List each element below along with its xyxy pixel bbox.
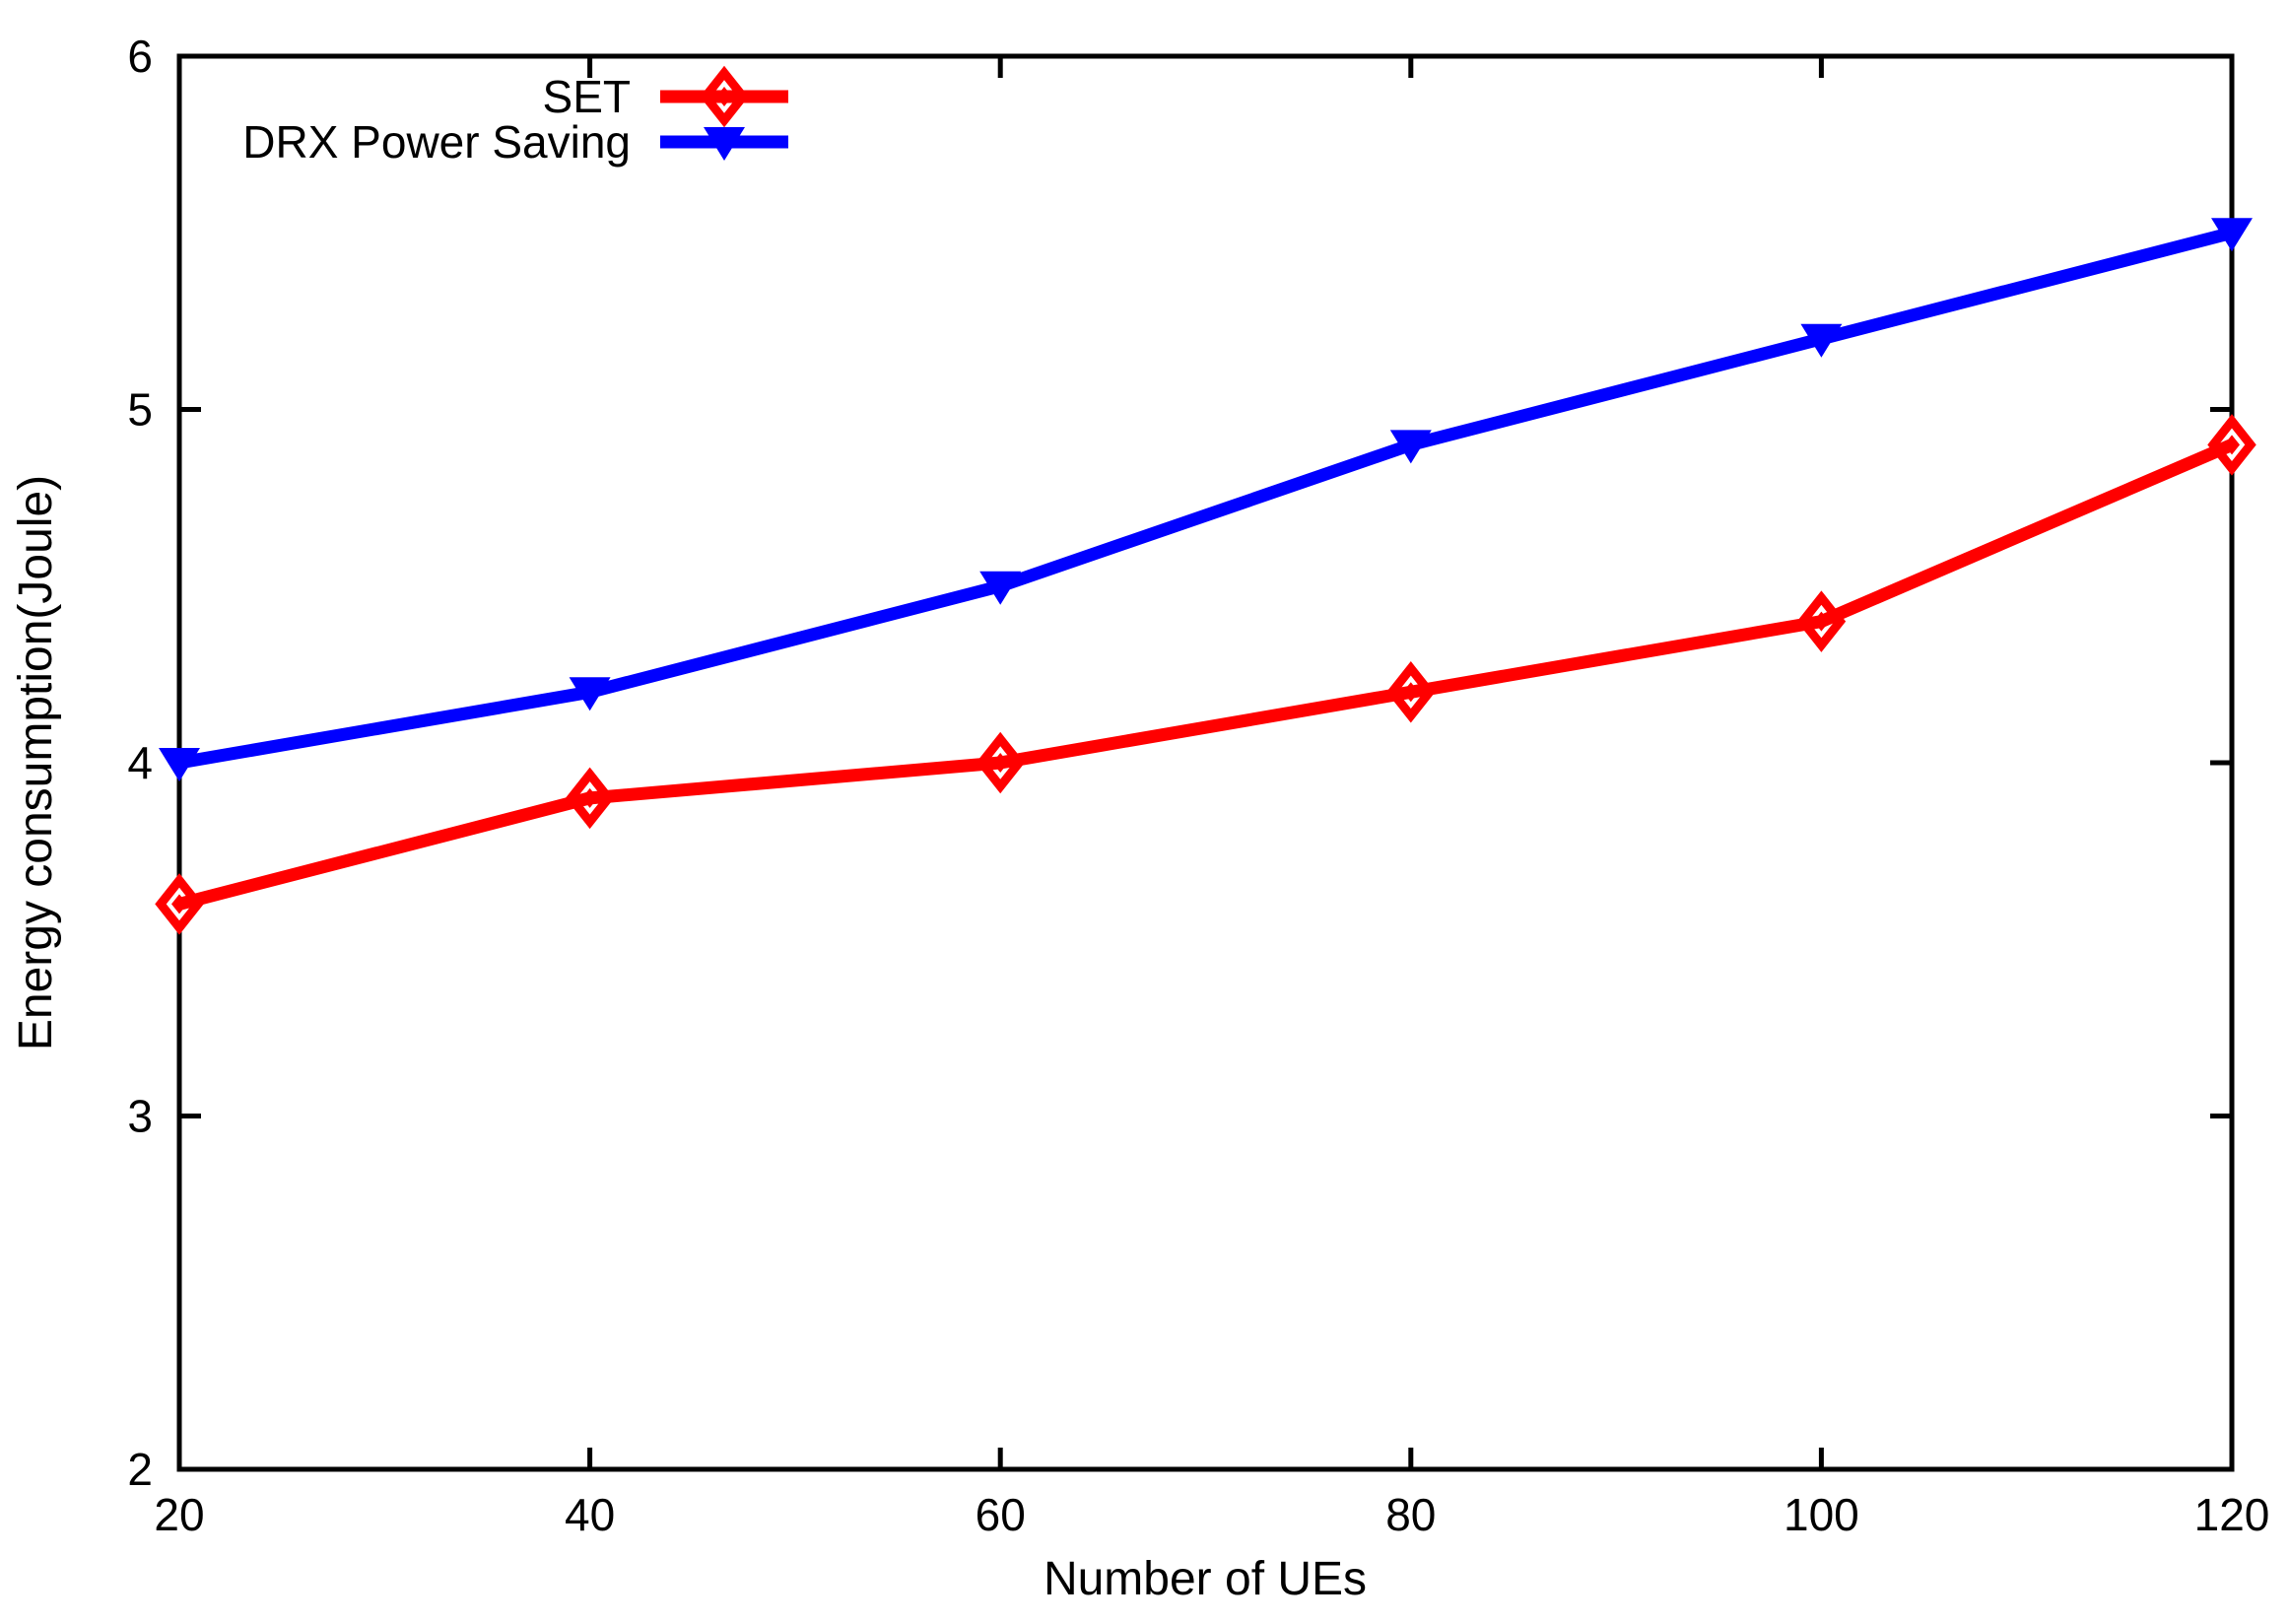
x-tick-label: 100 [1784,1489,1859,1540]
x-tick-label: 120 [2194,1489,2270,1540]
x-axis-label: Number of UEs [1044,1553,1367,1605]
y-tick-label: 5 [127,384,153,436]
legend-label-drx-power-saving: DRX Power Saving [242,116,631,168]
plot-border [176,53,2235,1472]
y-axis-label: Energy consumption(Joule) [10,475,62,1050]
axes-and-ticks: 20 40 60 80 100 120 2 3 4 5 6 [127,31,2269,1540]
x-tick-label: 20 [154,1489,204,1540]
x-tick-label: 80 [1385,1489,1436,1540]
y-tick-label: 6 [127,31,153,82]
y-tick-label: 3 [127,1091,153,1142]
legend-label-set: SET [543,71,631,122]
series-set-line [177,439,2235,911]
drx-triangle-marker [1389,430,1432,464]
series-drx-power-saving [159,218,2253,781]
drx-triangle-marker [159,748,200,781]
x-tick-label: 40 [565,1489,615,1540]
drx-triangle-marker [2211,218,2253,252]
drx-triangle-marker [569,677,611,711]
y-tick-label: 4 [127,737,153,788]
legend-samples [660,65,788,161]
drx-triangle-marker [979,571,1022,605]
data-series [155,218,2256,935]
x-tick-label: 60 [976,1489,1026,1540]
series-drx-line [177,226,2234,770]
legend-drx-triangle-marker [704,127,745,161]
drx-triangle-marker [1800,323,1843,358]
y-tick-label: 2 [127,1444,153,1495]
series-set [155,414,2256,935]
legend-sample-set [660,65,788,128]
legend-sample-drx [660,127,788,161]
